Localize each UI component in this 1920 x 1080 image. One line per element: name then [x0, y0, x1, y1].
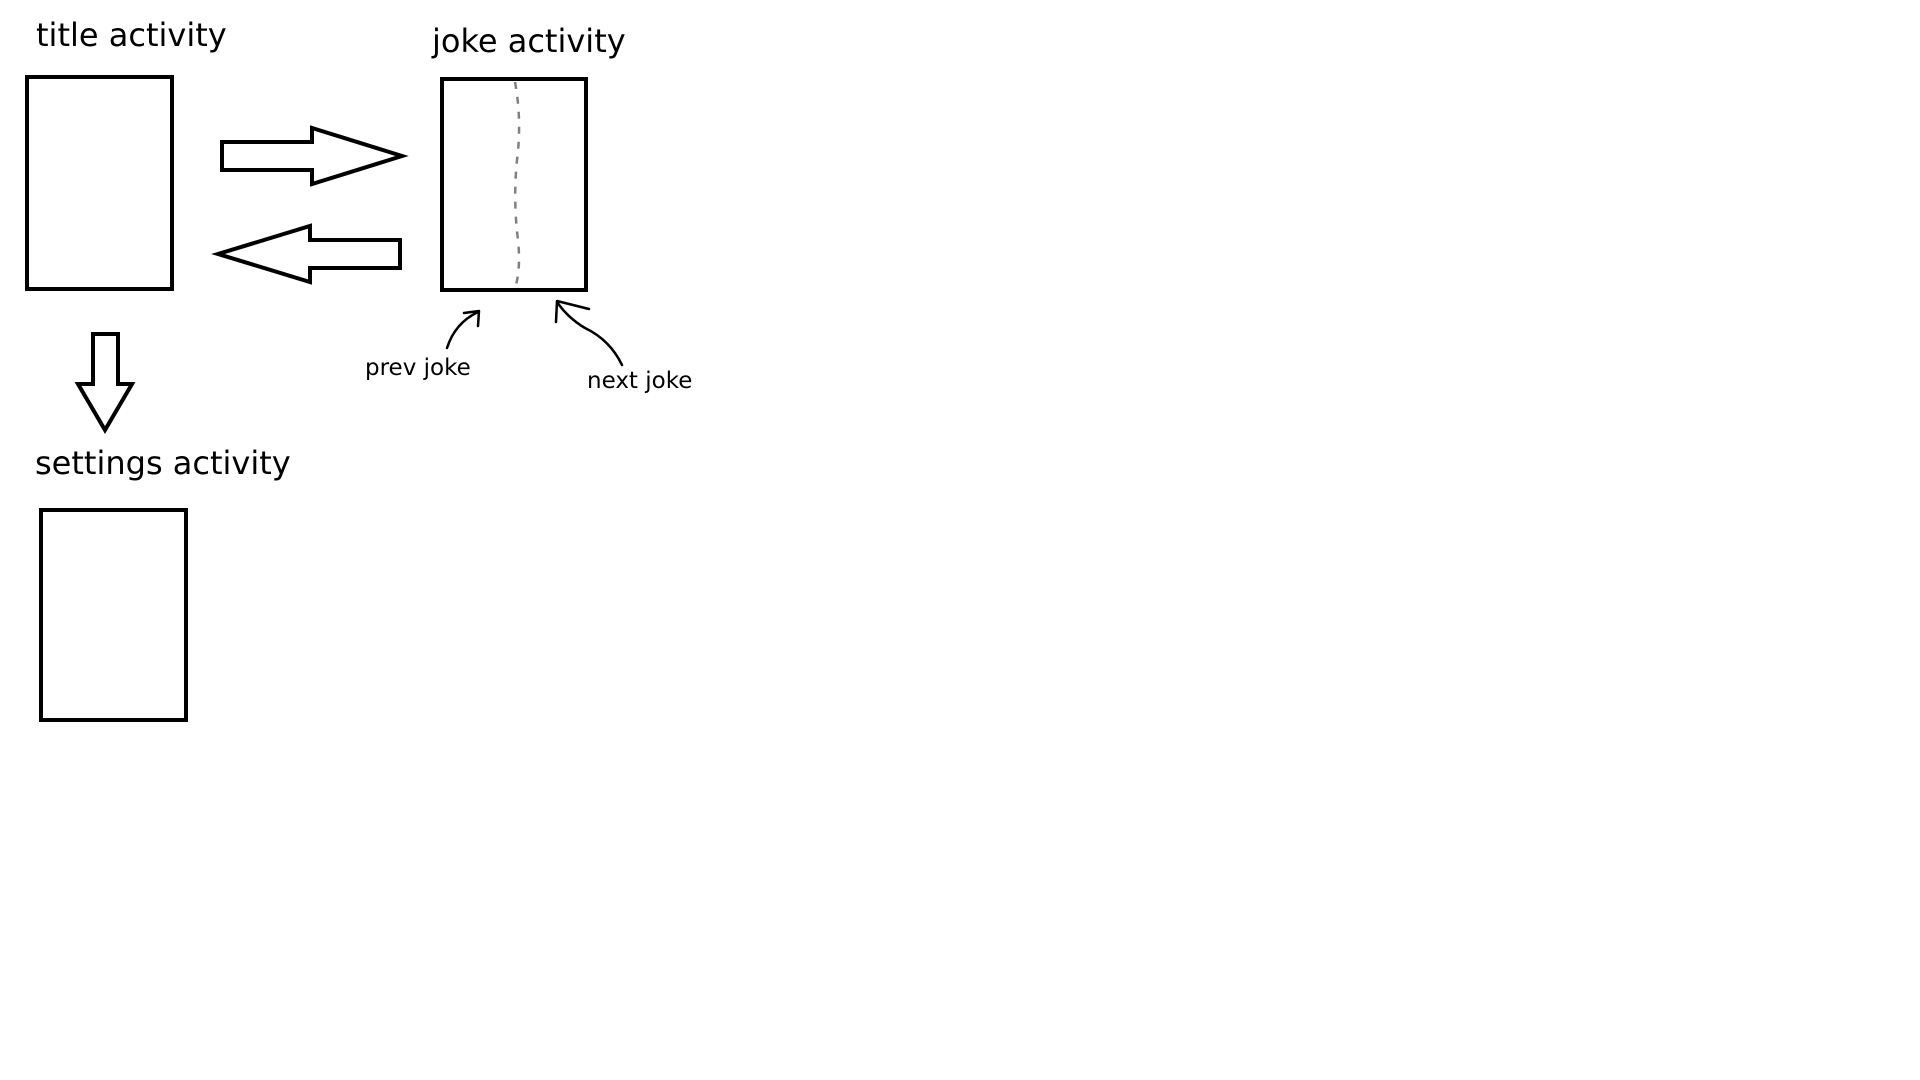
next-joke-arrowhead [554, 299, 591, 324]
joke-activity-screen [440, 77, 588, 292]
settings-activity-screen [39, 508, 188, 722]
joke-activity-label: joke activity [431, 22, 626, 60]
prev-joke-label: prev joke [365, 355, 471, 381]
arrow-left [211, 223, 402, 285]
arrow-down [74, 332, 136, 434]
arrow-right [220, 125, 409, 187]
prev-joke-pointer [445, 310, 480, 350]
joke-screen-divider [513, 81, 521, 289]
settings-activity-label: settings activity [35, 444, 291, 482]
title-activity-label: title activity [36, 16, 227, 54]
next-joke-pointer [555, 300, 624, 367]
title-activity-screen [25, 75, 174, 291]
next-joke-label: next joke [587, 368, 692, 394]
prev-joke-arrowhead [462, 309, 481, 328]
